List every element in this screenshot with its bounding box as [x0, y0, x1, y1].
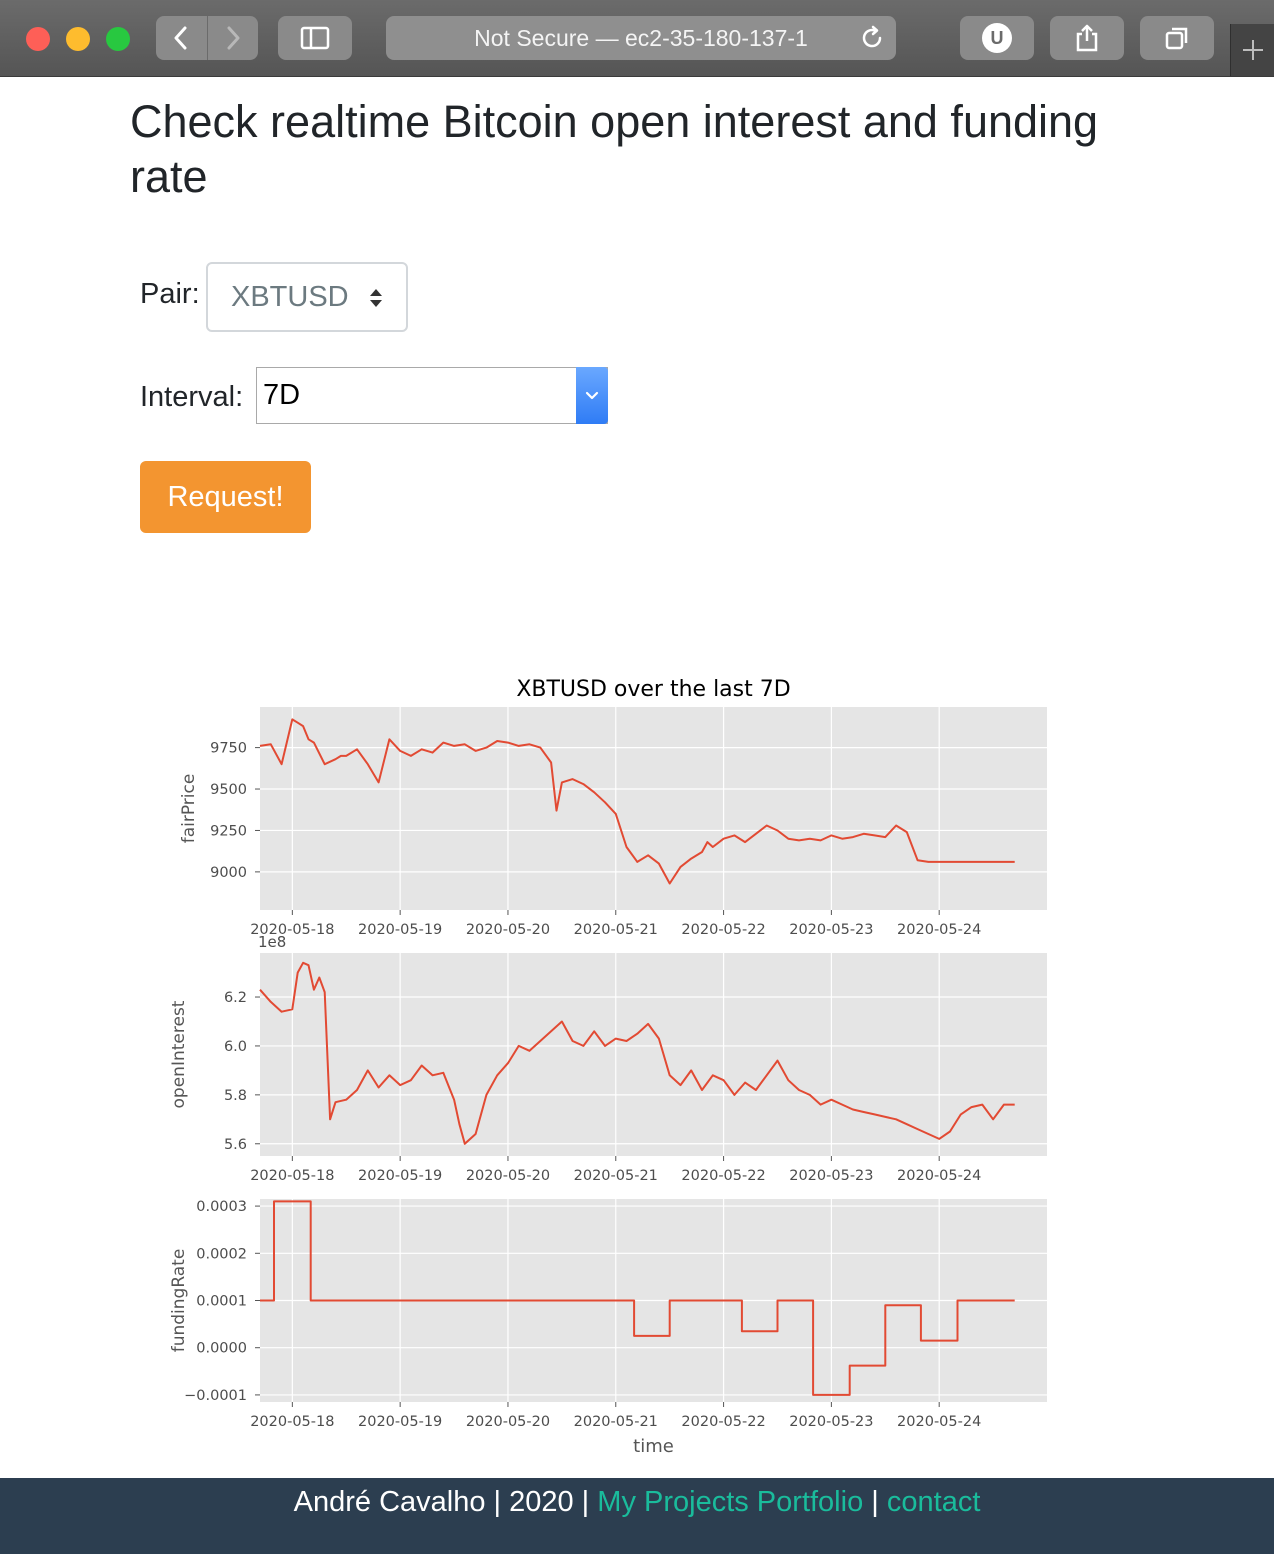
plot-area — [260, 953, 1047, 1156]
back-button[interactable] — [156, 16, 207, 60]
x-axis-label: time — [633, 1436, 674, 1457]
pair-label: Pair: — [140, 278, 200, 310]
chevron-down-icon — [585, 391, 599, 399]
x-tick-label: 2020-05-20 — [466, 922, 550, 938]
sort-arrows-icon — [370, 289, 382, 307]
sidebar-icon — [300, 26, 330, 50]
panel-fundingRate: 2020-05-18 2020-05-19 2020-05-20 2020-05-21… — [169, 1199, 1047, 1430]
close-window-button[interactable] — [26, 27, 50, 51]
interval-value: 7D — [263, 379, 301, 411]
x-tick-label: 2020-05-24 — [897, 922, 981, 938]
y-tick-label: −0.0001 — [184, 1388, 247, 1404]
pair-value: XBTUSD — [231, 280, 349, 313]
x-tick-label: 2020-05-23 — [789, 1168, 873, 1184]
share-icon — [1076, 24, 1098, 52]
x-tick-label: 2020-05-24 — [897, 1414, 981, 1430]
minimize-window-button[interactable] — [66, 27, 90, 51]
y-offset-label: 1e8 — [258, 933, 286, 951]
share-button[interactable] — [1050, 16, 1124, 60]
pair-select[interactable]: XBTUSD — [206, 262, 408, 332]
y-axis-label: fairPrice — [179, 774, 199, 844]
panel-openInterest: 2020-05-18 2020-05-19 2020-05-20 2020-05-21… — [169, 933, 1047, 1184]
y-tick-label: 6.0 — [224, 1039, 247, 1055]
y-axis-label: fundingRate — [169, 1249, 189, 1353]
x-tick-label: 2020-05-23 — [789, 1414, 873, 1430]
x-tick-label: 2020-05-22 — [681, 1414, 765, 1430]
x-tick-label: 2020-05-23 — [789, 922, 873, 938]
y-tick-label: 5.6 — [224, 1137, 247, 1153]
x-tick-label: 2020-05-20 — [466, 1168, 550, 1184]
y-axis-label: openInterest — [169, 1000, 189, 1108]
y-tick-label: 9750 — [210, 741, 247, 757]
interval-label: Interval: — [140, 381, 244, 413]
forward-button[interactable] — [206, 16, 259, 60]
extension-button[interactable]: U — [960, 16, 1034, 60]
y-tick-label: 0.0000 — [196, 1341, 247, 1357]
x-tick-label: 2020-05-20 — [466, 1414, 550, 1430]
address-bar[interactable]: Not Secure — ec2-35-180-137-1 — [386, 16, 896, 60]
series-line-fundingRate — [260, 1200, 1015, 1396]
x-tick-label: 2020-05-22 — [681, 922, 765, 938]
request-button[interactable]: Request! — [140, 461, 311, 533]
plot-area — [260, 707, 1047, 910]
plus-icon — [1243, 40, 1263, 60]
new-tab-button[interactable] — [1230, 24, 1274, 76]
x-tick-label: 2020-05-18 — [250, 1168, 334, 1184]
x-tick-label: 2020-05-24 — [897, 1168, 981, 1184]
x-tick-label: 2020-05-19 — [358, 1168, 442, 1184]
panel-fairPrice: 2020-05-18 2020-05-19 2020-05-20 2020-05-21… — [179, 707, 1047, 938]
series-line-fairPrice — [259, 718, 1015, 885]
series-line-openInterest — [259, 961, 1015, 1145]
page-title: Check realtime Bitcoin open interest and… — [130, 96, 1099, 202]
y-tick-label: 9500 — [210, 782, 247, 798]
footer: André Cavalho | 2020 | My Projects Portf… — [0, 1478, 1274, 1554]
x-tick-label: 2020-05-18 — [250, 922, 334, 938]
footer-author: André Cavalho | 2020 | — [293, 1486, 590, 1518]
interval-select[interactable]: 7D — [256, 367, 608, 424]
tabs-icon — [1165, 27, 1188, 50]
reload-icon[interactable] — [858, 24, 886, 52]
interval-dropdown-button[interactable] — [576, 367, 608, 424]
chevron-right-icon — [227, 26, 240, 50]
y-tick-label: 9000 — [210, 865, 247, 881]
x-tick-label: 2020-05-21 — [574, 1168, 658, 1184]
extension-label: U — [990, 27, 1004, 48]
sidebar-button[interactable] — [278, 16, 352, 60]
chevron-left-icon — [174, 26, 187, 50]
browser-toolbar: Not Secure — ec2-35-180-137-1 U — [0, 0, 1274, 77]
shield-icon: U — [982, 23, 1012, 53]
y-tick-label: 9250 — [210, 823, 247, 839]
y-tick-label: 0.0001 — [196, 1294, 247, 1310]
tabs-overview-button[interactable] — [1140, 16, 1214, 60]
address-text: Not Secure — ec2-35-180-137-1 — [474, 24, 808, 51]
history-navigation — [156, 16, 258, 60]
chart-figure: XBTUSD over the last 7D 2020-05-18 2020-05… — [140, 660, 1070, 1470]
x-tick-label: 2020-05-18 — [250, 1414, 334, 1430]
y-tick-label: 0.0003 — [196, 1199, 247, 1215]
footer-separator: | — [871, 1486, 879, 1518]
chart-title: XBTUSD over the last 7D — [516, 677, 790, 702]
x-tick-label: 2020-05-19 — [358, 1414, 442, 1430]
zoom-window-button[interactable] — [106, 27, 130, 51]
x-tick-label: 2020-05-19 — [358, 922, 442, 938]
x-tick-label: 2020-05-21 — [574, 922, 658, 938]
x-tick-label: 2020-05-22 — [681, 1168, 765, 1184]
y-tick-label: 0.0002 — [196, 1246, 247, 1262]
portfolio-link[interactable]: My Projects Portfolio — [597, 1486, 864, 1518]
y-tick-label: 5.8 — [224, 1088, 247, 1104]
contact-link[interactable]: contact — [886, 1486, 981, 1518]
y-tick-label: 6.2 — [224, 990, 247, 1006]
x-tick-label: 2020-05-21 — [574, 1414, 658, 1430]
